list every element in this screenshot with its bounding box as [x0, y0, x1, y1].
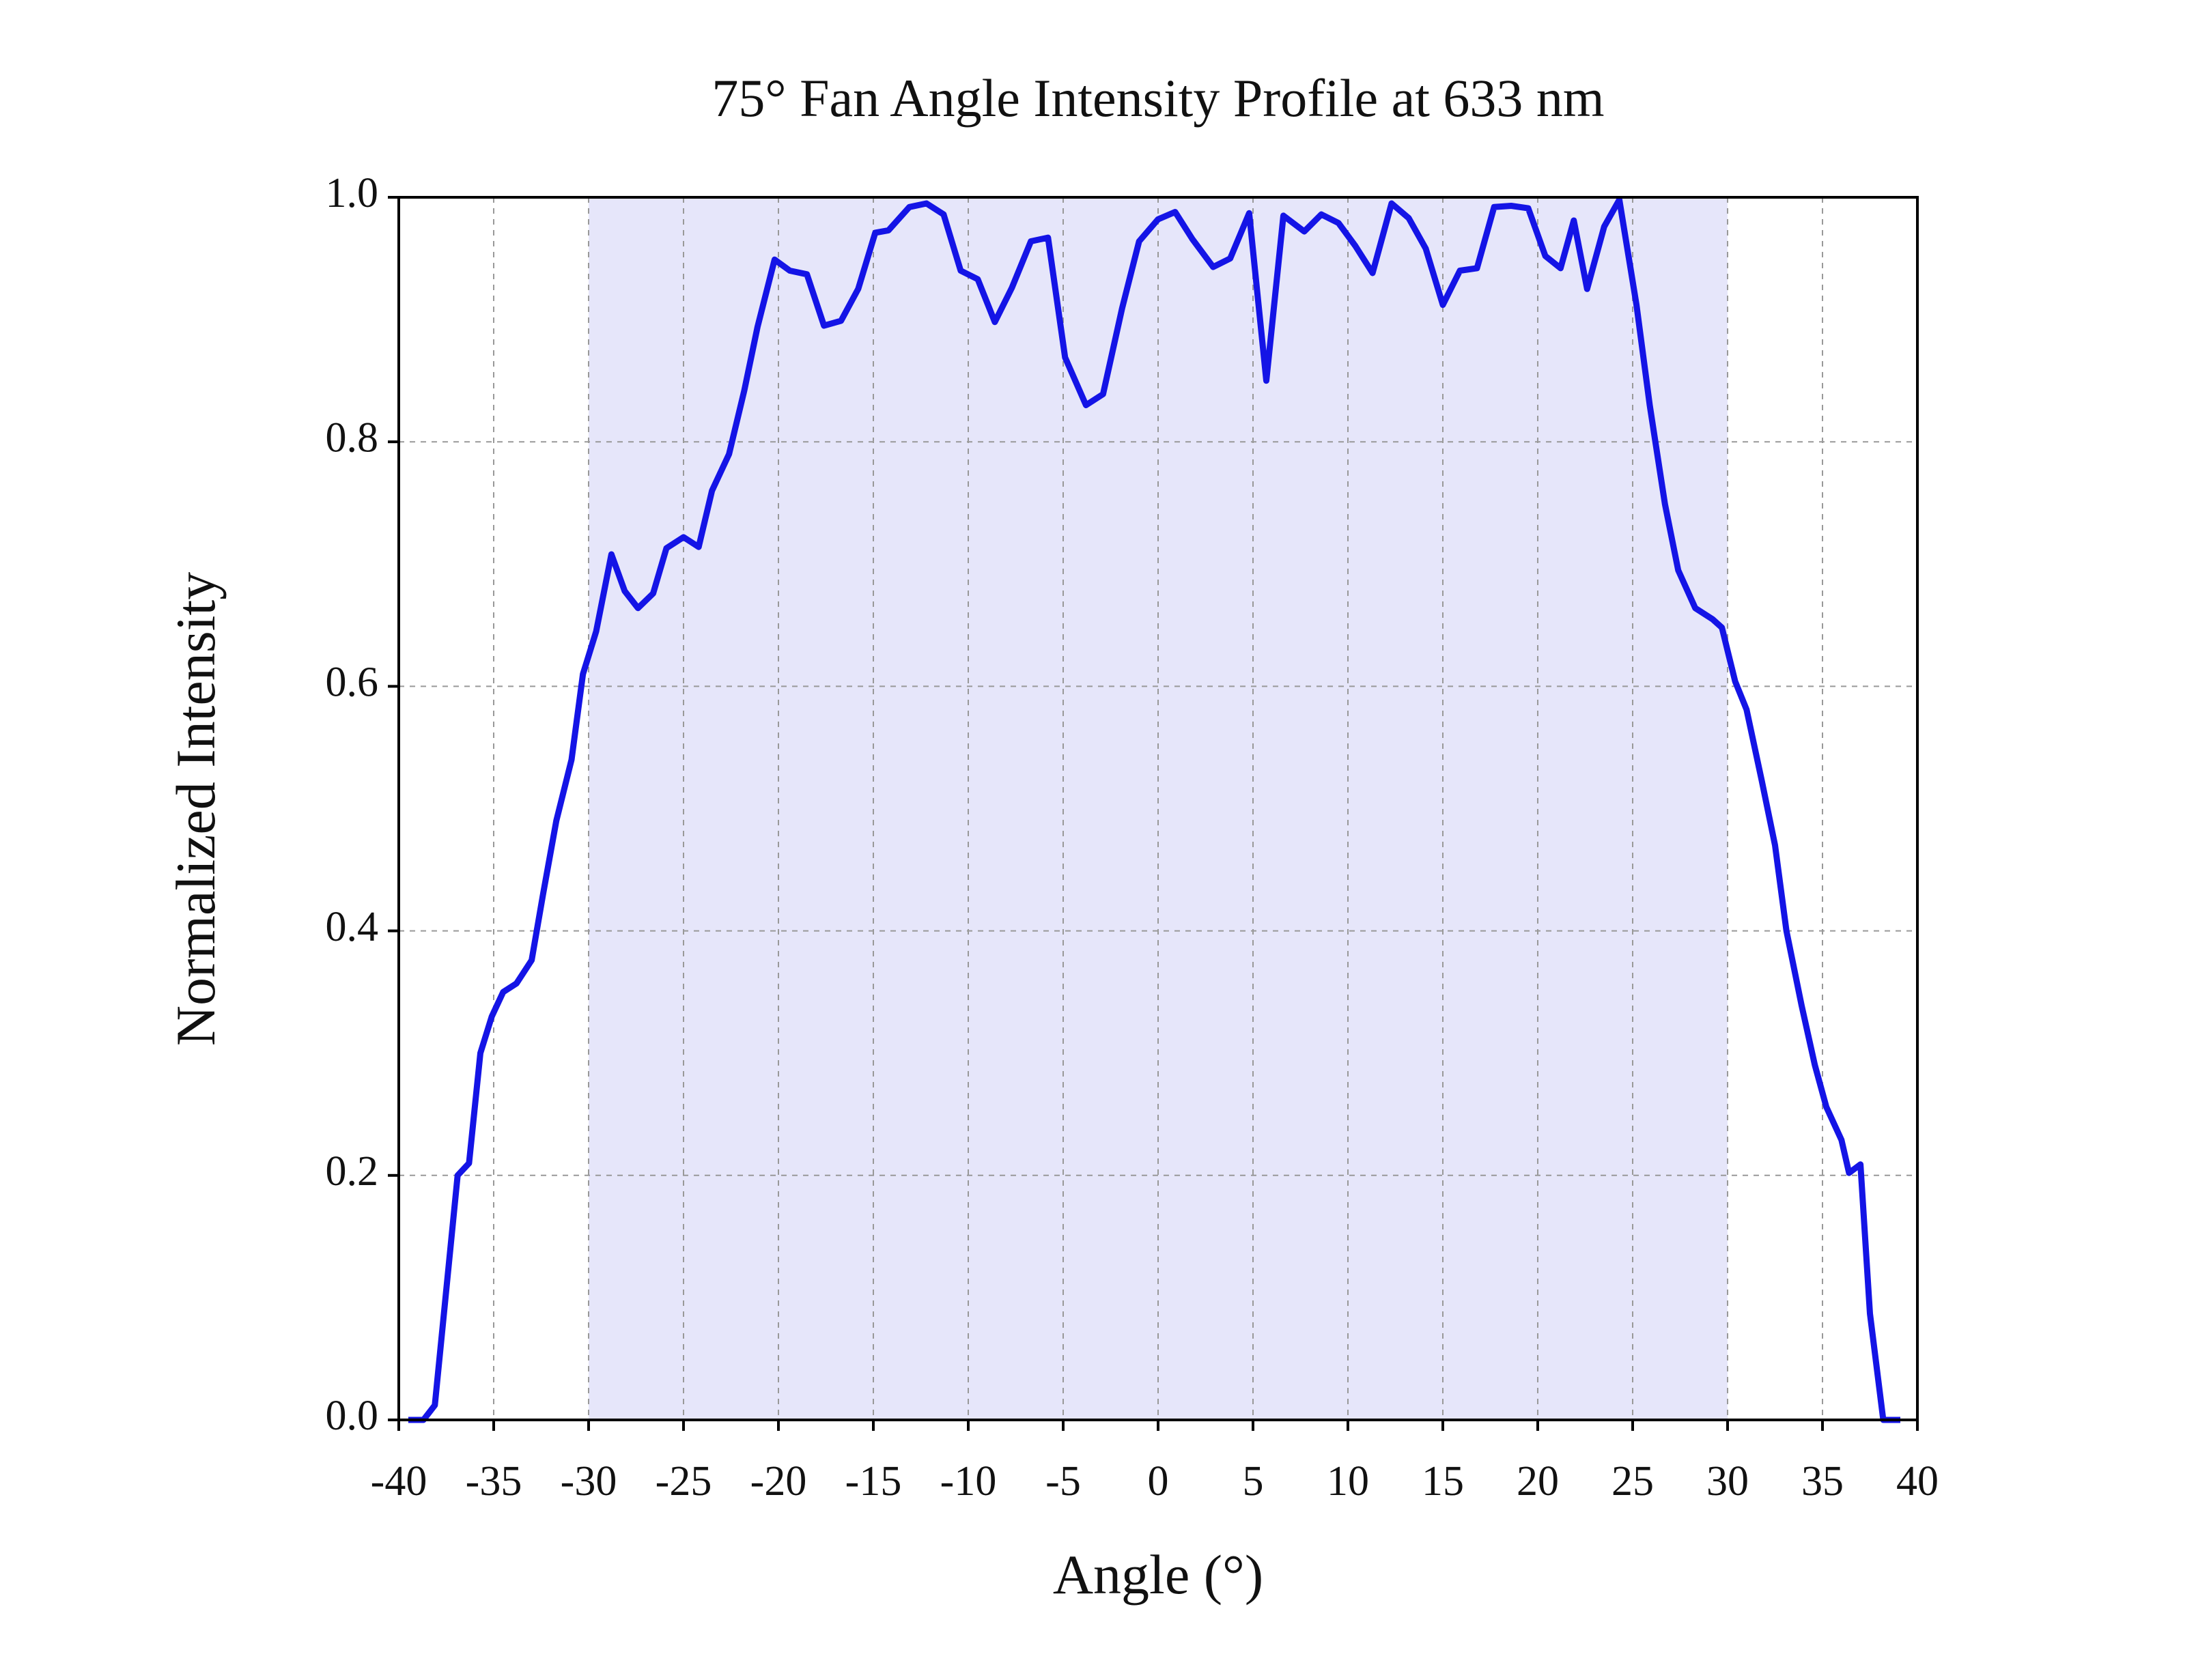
x-tick-label: 35	[1801, 1458, 1844, 1505]
x-tick-label: -5	[1045, 1458, 1081, 1505]
x-tick-label: 30	[1706, 1458, 1749, 1505]
y-tick-label: 0.0	[326, 1393, 379, 1439]
x-tick-label: -35	[466, 1458, 522, 1505]
x-tick-label: -40	[371, 1458, 427, 1505]
x-tick-label: 5	[1243, 1458, 1264, 1505]
y-tick-label: 1.0	[326, 170, 379, 216]
y-tick-label: 0.6	[326, 659, 379, 706]
x-tick-label: -15	[845, 1458, 902, 1505]
x-tick-label: 0	[1148, 1458, 1169, 1505]
y-axis-label: Normalized Intensity	[165, 572, 227, 1047]
chart-title: 75° Fan Angle Intensity Profile at 633 n…	[712, 68, 1604, 128]
y-tick-label: 0.8	[326, 414, 379, 461]
x-tick-label: -30	[561, 1458, 617, 1505]
x-tick-label: 25	[1611, 1458, 1654, 1505]
x-tick-label: -25	[656, 1458, 712, 1505]
x-axis-label: Angle (°)	[1053, 1543, 1263, 1606]
y-tick-label: 0.2	[326, 1148, 379, 1195]
y-tick-label: 0.4	[326, 904, 379, 950]
x-tick-label: 20	[1517, 1458, 1559, 1505]
x-tick-label: -20	[750, 1458, 807, 1505]
data-line	[408, 197, 1900, 1423]
x-tick-label: 40	[1896, 1458, 1939, 1505]
plot-frame	[397, 196, 1919, 1421]
x-tick-label: -10	[940, 1458, 997, 1505]
x-tick-label: 10	[1327, 1458, 1369, 1505]
x-tick-label: 15	[1422, 1458, 1464, 1505]
